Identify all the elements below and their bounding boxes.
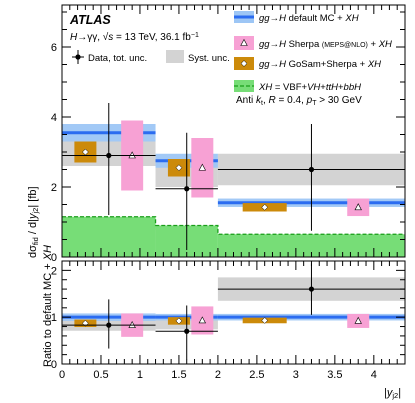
xtick-label: 1.5 [171, 369, 186, 381]
sherpa-marker-2 [354, 316, 362, 324]
xtick-label: 4 [371, 369, 377, 381]
xtick-label: 2.5 [249, 369, 264, 381]
sherpa-marker-2 [354, 203, 362, 211]
info-line-1: H→γγ, √s = 13 TeV, 36.1 fb−1 [70, 31, 199, 43]
main-ylabel: dσfid / d|yj2| [fb] [27, 186, 40, 258]
ytick-label: 0 [51, 359, 57, 371]
ratio-panel: 0 1 2 0 0.5 1 1.5 2 2.5 3 3.5 4 [51, 260, 406, 381]
sherpa-marker-1 [198, 163, 207, 171]
data-point-2 [308, 166, 315, 173]
plot-area [62, 263, 405, 360]
legend-gosam-text: gg→H GoSam+Sherpa + XH [259, 59, 381, 70]
sherpa-marker-1 [198, 316, 207, 324]
gosam-marker-2 [261, 203, 269, 211]
legend-syst-text: Syst. unc. [188, 53, 230, 64]
data-point-2 [308, 286, 315, 292]
ratio-ylabel: Ratio to default MC + XH [42, 245, 54, 367]
labels: dσfid / d|yj2| [fb]Ratio to default MC +… [27, 13, 401, 400]
main-panel: 0 2 4 6 [51, 4, 406, 264]
gosam-marker-1 [175, 164, 183, 172]
gosam-marker-1 [175, 317, 183, 325]
xh-bin-2 [217, 234, 405, 257]
xh-bin-0 [62, 216, 156, 257]
data-point-0 [106, 322, 112, 328]
legend-sherpa-marker [240, 38, 248, 46]
legend-default-mc-text: gg→H default MC + XH [259, 13, 359, 24]
ratio-xlabel: |yj2| [384, 387, 401, 400]
ytick-label: 6 [51, 42, 57, 54]
panel-frame [61, 260, 406, 365]
xtick-label: 2 [215, 369, 221, 381]
ytick-label: 4 [51, 112, 57, 124]
legend-data-marker [75, 54, 81, 60]
data-point-1 [184, 186, 190, 192]
data-point-1 [184, 328, 190, 334]
legend-syst-box [166, 50, 184, 63]
data-point-0 [106, 152, 112, 159]
ytick-label: 2 [51, 265, 57, 277]
ytick-label: 0 [51, 252, 57, 264]
legend: gg→H default MC + XH gg→H Sherpa (MEPS@NL… [72, 11, 392, 93]
xtick-label: 3.5 [327, 369, 342, 381]
xtick-label: 0 [59, 369, 65, 381]
xtick-label: 1 [137, 369, 143, 381]
ytick-label: 2 [51, 182, 57, 194]
legend-xh-text: XH = VBF+VH+ttH+bbH [258, 82, 361, 93]
info-line-2: Anti kt, R = 0.4, pT > 30 GeV [236, 95, 362, 107]
legend-data-text: Data, tot. unc. [88, 53, 147, 64]
legend-gosam-marker [240, 60, 248, 67]
xtick-label: 0.5 [93, 369, 108, 381]
gosam-marker-2 [261, 317, 269, 324]
legend-sherpa-text: gg→H Sherpa (MEPS@NLO) + XH [259, 39, 392, 50]
plot-area [62, 103, 405, 257]
xtick-label: 3 [293, 369, 299, 381]
atlas-label: ATLAS [69, 13, 111, 27]
ytick-label: 1 [51, 312, 57, 324]
